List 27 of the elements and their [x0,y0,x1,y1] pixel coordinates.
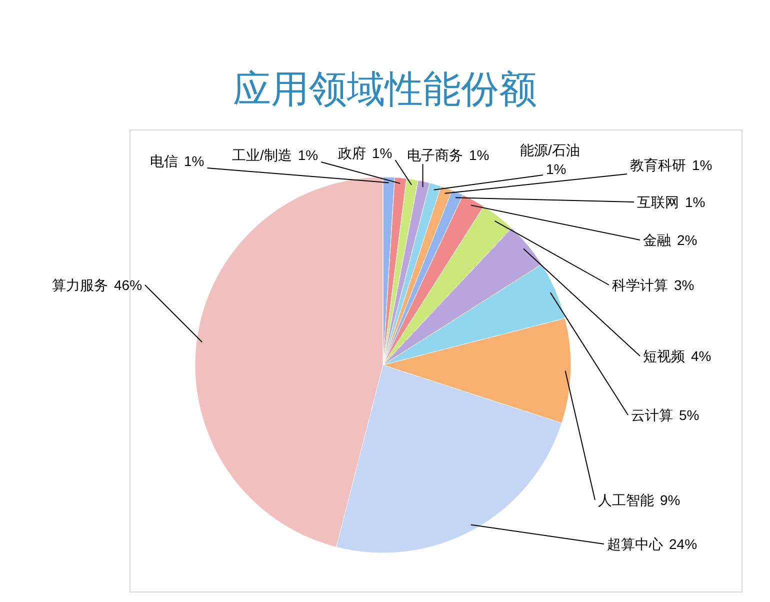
title: 应用领域性能份额 [233,69,537,111]
slice-label: 电信 [150,153,178,169]
data-label: 4% [691,348,712,364]
data-label: 46% [114,277,142,293]
data-label: 3% [674,277,694,293]
slice-label: 云计算 [631,407,673,423]
slice-label: 超算中心 [607,536,663,552]
data-label: 24% [669,536,698,552]
data-label: 1% [298,147,318,163]
slice-label: 政府 [338,145,366,161]
data-label: 9% [660,492,680,508]
data-label: 1% [546,161,566,177]
slice-label: 算力服务 [52,277,108,293]
slice-label: 科学计算 [612,277,668,293]
data-label: 1% [685,194,706,210]
slice-label: 工业/制造 [232,147,292,163]
slice-label: 人工智能 [598,492,654,508]
data-label: 1% [692,157,712,173]
data-label: 2% [677,232,698,248]
slice-label: 教育科研 [630,157,686,173]
data-label: 1% [372,145,392,161]
slice-label: 短视频 [643,348,685,364]
slice-label: 能源/石油 [520,142,580,158]
data-label: 1% [184,153,204,169]
data-label: 5% [679,407,700,423]
data-label: 1% [469,147,490,163]
slice-label: 金融 [643,232,671,248]
